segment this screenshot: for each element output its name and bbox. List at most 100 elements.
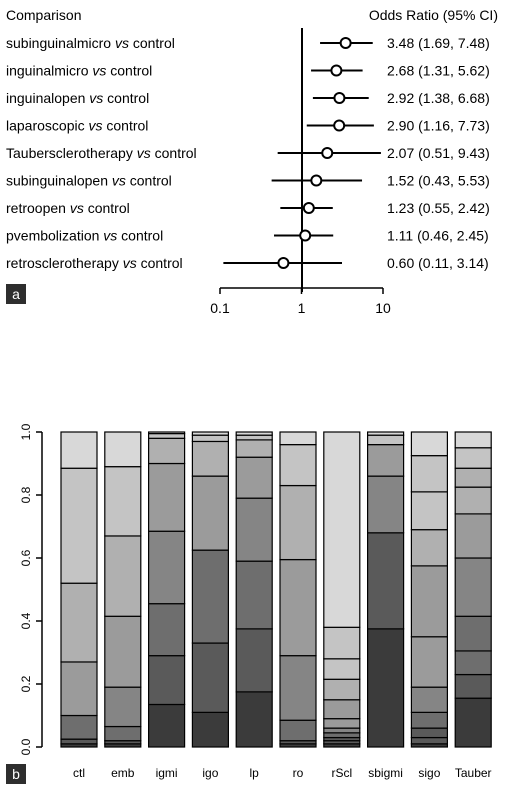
comparison-name: pvembolization: [6, 228, 103, 244]
comparison-name: subinguinalopen: [6, 173, 112, 189]
stacked-bar: [410, 431, 448, 748]
odds-ratio-point: [333, 119, 346, 132]
bar-category-label: igo: [202, 766, 218, 780]
header-odds-ratio: Odds Ratio (95% CI): [369, 7, 498, 23]
vs-text: vs: [92, 63, 106, 79]
bar-segment: [279, 558, 317, 657]
bar-segment: [454, 467, 492, 488]
bar-segment: [454, 697, 492, 748]
odds-ratio-point: [330, 64, 343, 77]
bar-segment: [104, 466, 142, 537]
odds-ratio-point: [310, 174, 323, 187]
odds-ratio-point: [333, 92, 346, 104]
stacked-bar: [367, 431, 405, 748]
bar-segment: [191, 642, 229, 713]
stacked-bar: [191, 431, 229, 748]
comparison-name: subinguinalmicro: [6, 35, 115, 51]
bar-segment: [367, 532, 405, 630]
bar-category-label: Tauber: [455, 766, 492, 780]
forest-row: pvembolization vs control 1.11 (0.46, 2.4…: [6, 228, 489, 244]
bar-segment: [191, 431, 229, 436]
comparison-name: retrosclerotherapy: [6, 255, 123, 271]
stacked-bar: [104, 431, 142, 748]
bar-segment: [279, 484, 317, 561]
bar-segment: [323, 699, 361, 720]
reference-name: control: [103, 90, 149, 106]
bar-segment: [410, 565, 448, 638]
bar-segment: [235, 628, 273, 693]
odds-ratio-value: 2.92 (1.38, 6.68): [387, 90, 490, 106]
bar-segment: [454, 513, 492, 559]
bar-category-label: igmi: [156, 766, 178, 780]
forest-row: laparoscopic vs control 2.90 (1.16, 7.73): [6, 118, 490, 134]
bar-segment: [235, 431, 273, 436]
odds-ratio-value: 1.23 (0.55, 2.42): [387, 200, 490, 216]
forest-row: subinguinalmicro vs control 3.48 (1.69, 7…: [6, 35, 490, 51]
bar-segment: [323, 727, 361, 734]
comparison-name: laparoscopic: [6, 118, 89, 134]
bar-segment: [410, 491, 448, 531]
comparison-label: retroopen vs control: [6, 200, 130, 216]
stacked-bar: [279, 431, 317, 748]
bar-segment: [104, 431, 142, 468]
odds-ratio-value: 3.48 (1.69, 7.48): [387, 35, 490, 51]
bar-segment: [60, 431, 98, 469]
odds-ratio-value: 1.52 (0.43, 5.53): [387, 173, 490, 189]
bar-segment: [235, 439, 273, 458]
bar-segment: [279, 655, 317, 721]
forest-row: Taubersclerotherapy vs control 2.07 (0.51…: [6, 145, 490, 161]
bar-segment: [235, 497, 273, 562]
vs-text: vs: [115, 35, 129, 51]
bar-segment: [410, 727, 448, 739]
stacked-bar: [323, 431, 361, 748]
reference-name: control: [106, 63, 152, 79]
bar-segment: [148, 431, 186, 435]
reference-name: control: [137, 255, 183, 271]
forest-row: inguinalopen vs control 2.92 (1.38, 6.68): [6, 90, 490, 106]
comparison-label: Taubersclerotherapy vs control: [6, 145, 197, 161]
odds-ratio-value: 2.68 (1.31, 5.62): [387, 63, 490, 79]
bar-segment: [410, 455, 448, 493]
bar-y-tick-label: 0.0: [19, 738, 33, 755]
bar-segment: [235, 456, 273, 499]
bar-segment: [60, 661, 98, 717]
comparison-label: subinguinalopen vs control: [6, 173, 172, 189]
panel-label-b-box: [6, 764, 26, 784]
bar-segment: [191, 549, 229, 644]
bar-segment: [410, 711, 448, 729]
forest-plot: Comparison Odds Ratio (95% CI) subinguin…: [6, 7, 498, 316]
bar-segment: [104, 725, 142, 742]
bar-segment: [279, 444, 317, 487]
bar-category-label: ro: [293, 766, 304, 780]
bar-segment: [323, 658, 361, 680]
vs-text: vs: [89, 90, 103, 106]
bar-segment: [60, 738, 98, 745]
bar-segment: [148, 462, 186, 532]
bar-segment: [367, 475, 405, 534]
bar-segment: [235, 691, 273, 748]
bar-segment: [367, 628, 405, 748]
forest-row: retrosclerotherapy vs control 0.60 (0.11,…: [6, 255, 489, 271]
bar-segment: [104, 615, 142, 688]
comparison-label: inguinalmicro vs control: [6, 63, 152, 79]
bar-segment: [148, 603, 186, 657]
comparison-name: Taubersclerotherapy: [6, 145, 137, 161]
vs-text: vs: [70, 200, 84, 216]
forest-row: retroopen vs control 1.23 (0.55, 2.42): [6, 200, 490, 216]
bar-segment: [148, 530, 186, 605]
bar-segment: [367, 434, 405, 446]
reference-name: control: [129, 35, 175, 51]
bar-y-tick-label: 0.6: [19, 549, 33, 566]
forest-tick-label: 1: [298, 300, 306, 316]
vs-text: vs: [123, 255, 137, 271]
comparison-label: pvembolization vs control: [6, 228, 163, 244]
bar-category-label: sigo: [418, 766, 440, 780]
bar-y-tick-label: 1.0: [19, 423, 33, 440]
bar-segment: [410, 686, 448, 713]
comparison-name: retroopen: [6, 200, 70, 216]
bar-y-tick-label: 0.4: [19, 612, 33, 629]
odds-ratio-value: 2.07 (0.51, 9.43): [387, 145, 490, 161]
forest-row: inguinalmicro vs control 2.68 (1.31, 5.62…: [6, 63, 490, 79]
odds-ratio-point: [302, 202, 315, 214]
bar-y-ticks: 0.0 0.2 0.4 0.6 0.8 1.0: [19, 423, 42, 755]
